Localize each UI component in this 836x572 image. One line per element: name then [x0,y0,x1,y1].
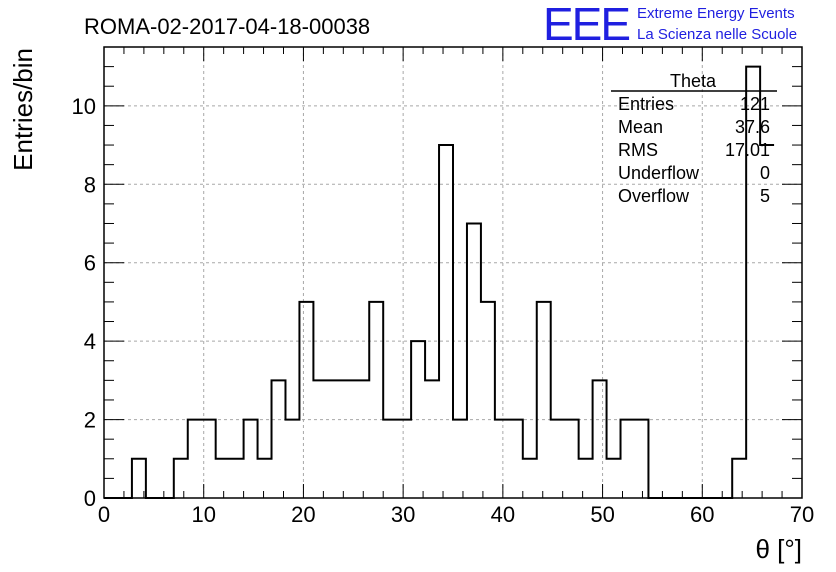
y-tick-label: 4 [84,329,96,354]
stats-row-value: 0 [760,163,770,183]
x-tick-label: 20 [291,502,315,527]
stats-row-label: Underflow [618,163,700,183]
stats-row-label: Entries [618,94,674,114]
stats-row-value: 5 [760,186,770,206]
y-tick-label: 6 [84,251,96,276]
logo-line-2: La Scienza nelle Scuole [637,26,797,43]
x-tick-label: 10 [191,502,215,527]
stats-title: Theta [670,71,717,91]
y-tick-label: 2 [84,408,96,433]
y-axis-label: Entries/bin [8,48,38,171]
x-tick-label: 40 [491,502,515,527]
axis-ticks [103,46,803,499]
x-tick-label: 60 [690,502,714,527]
stats-row-label: Overflow [618,186,690,206]
x-tick-label: 0 [98,502,110,527]
stats-row-label: Mean [618,117,663,137]
chart-title: ROMA-02-2017-04-18-00038 [84,14,370,39]
stats-row-label: RMS [618,140,658,160]
y-tick-label: 8 [84,172,96,197]
y-tick-label: 10 [72,94,96,119]
stats-row-value: 17.01 [725,140,770,160]
x-axis-label: θ [°] [755,534,802,564]
x-tick-label: 70 [790,502,814,527]
x-tick-label: 30 [391,502,415,527]
logo-mark: EEE [543,0,629,50]
logo-line-1: Extreme Energy Events [637,5,795,22]
stats-box: Theta Entries 121 Mean 37.6 RMS 17.01 Underflo… [611,71,777,206]
stats-row-value: 121 [740,94,770,114]
histogram-line [104,65,775,499]
plot-frame [103,46,803,499]
y-tick-label: 0 [84,486,96,511]
stats-row-value: 37.6 [735,117,770,137]
logo: EEE Extreme Energy Events La Scienza nel… [543,0,797,50]
x-tick-label: 50 [590,502,614,527]
